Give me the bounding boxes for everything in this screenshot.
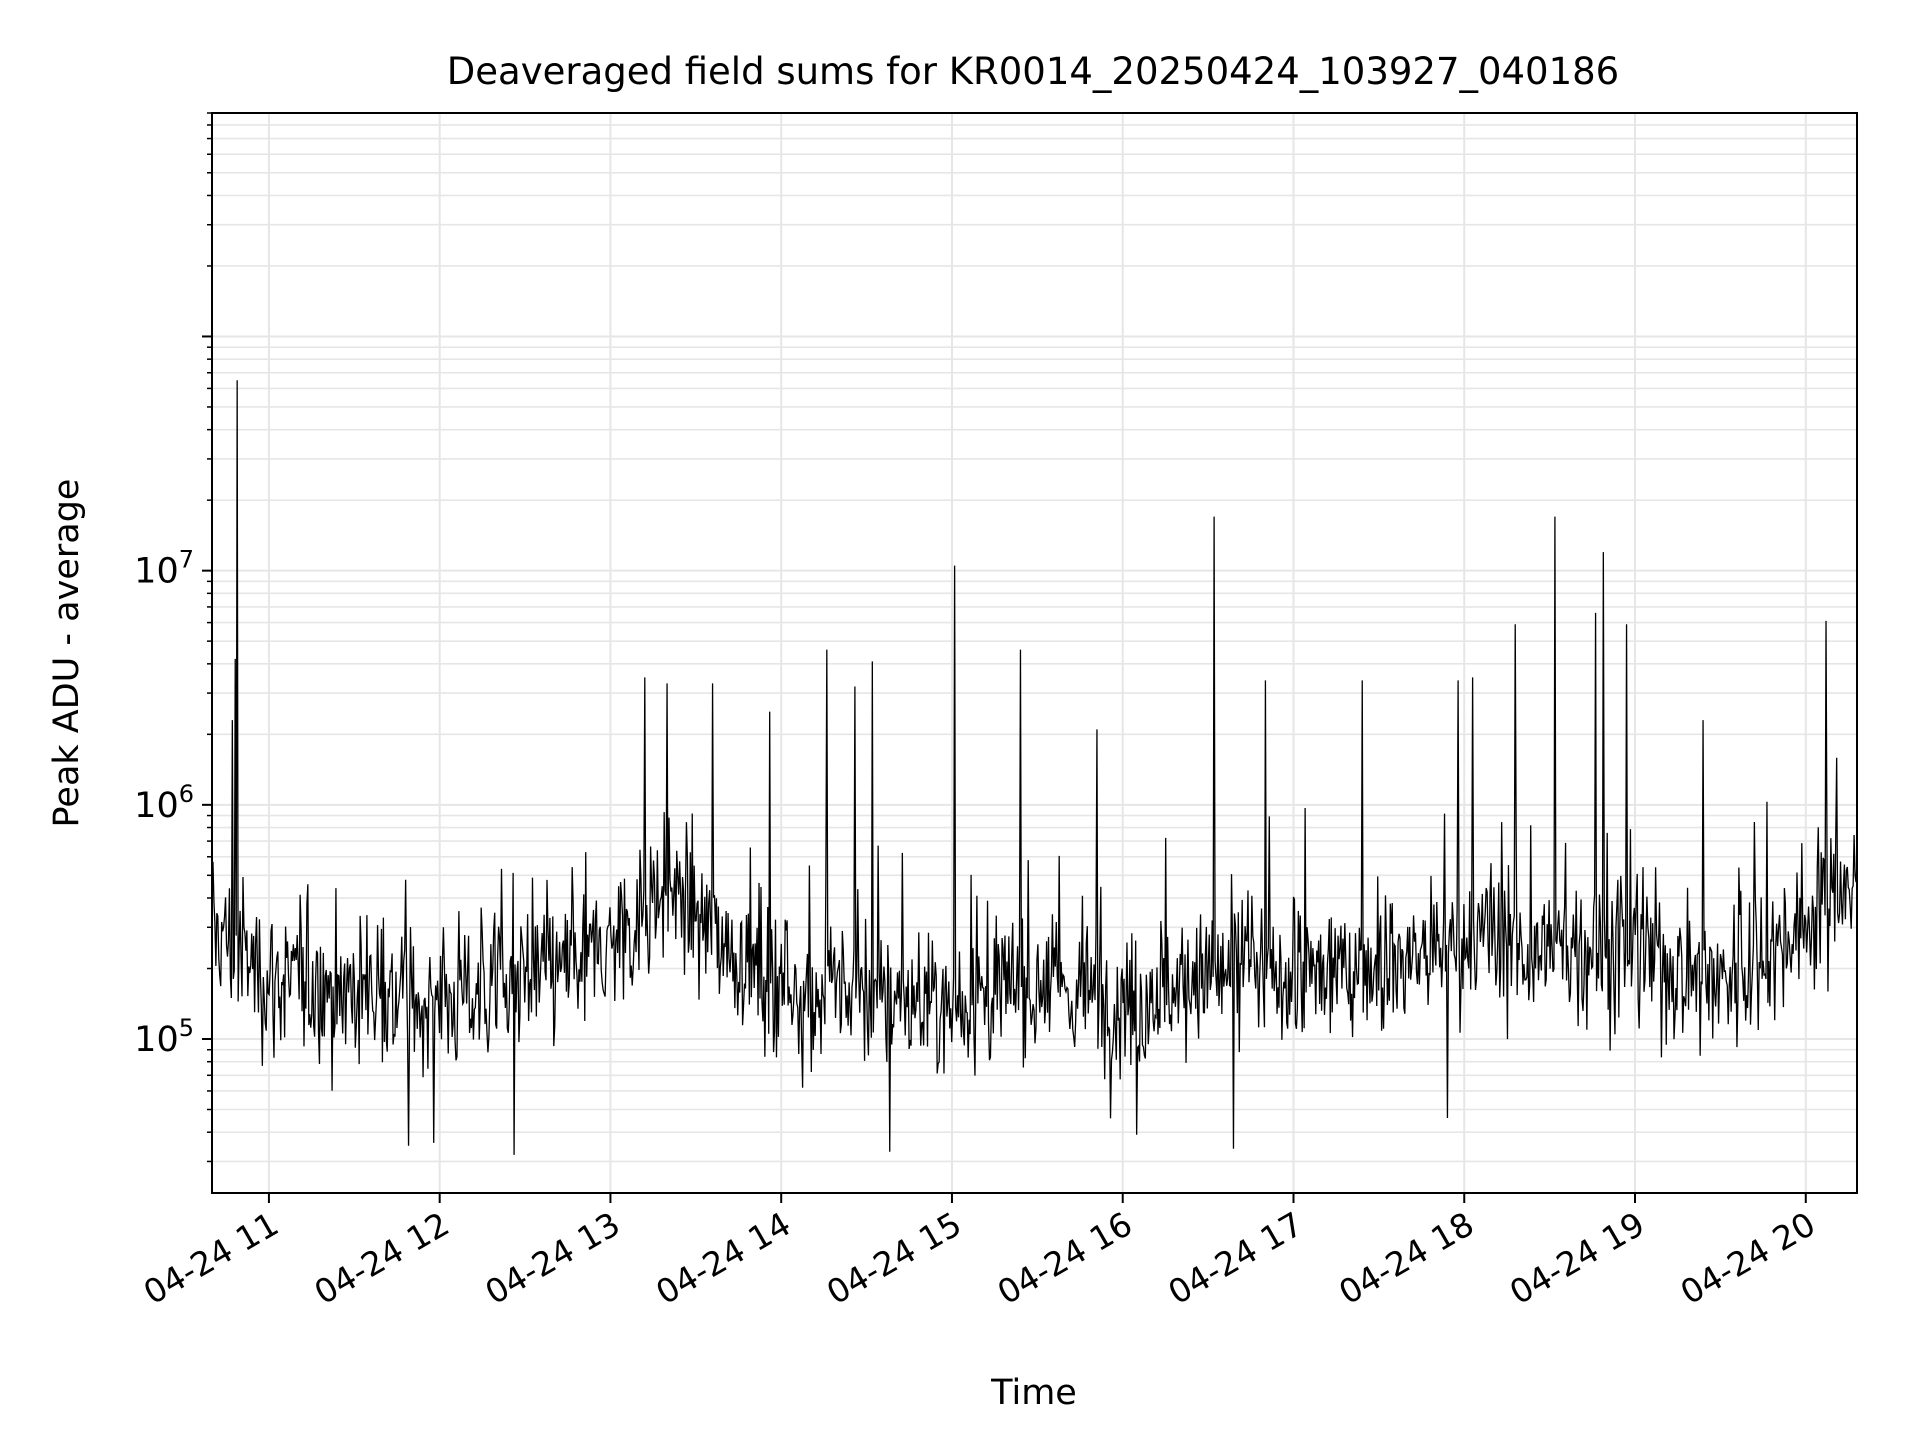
series-line-path (211, 380, 1858, 1155)
x-axis-label: Time (990, 1373, 1077, 1413)
plot-frame (211, 112, 1858, 1194)
y-gridlines (212, 112, 1857, 1163)
y-tick-base: 10 (134, 552, 179, 592)
x-gridlines (267, 113, 1807, 1193)
y-tick-base: 10 (134, 1020, 179, 1060)
chart-title: Deaveraged field sums for KR0014_2025042… (447, 50, 1619, 93)
y-tick-exponent: 7 (179, 546, 194, 574)
y-tick-base: 10 (134, 786, 179, 826)
y-tick-exponent: 5 (179, 1014, 194, 1042)
y-tick-label: 105 (134, 1014, 194, 1060)
y-tick-label: 107 (134, 546, 194, 592)
y-tick-label: 106 (134, 780, 194, 826)
y-tick-exponent: 6 (179, 780, 194, 808)
series-line (211, 380, 1858, 1155)
y-axis-label: Peak ADU - average (47, 479, 87, 828)
